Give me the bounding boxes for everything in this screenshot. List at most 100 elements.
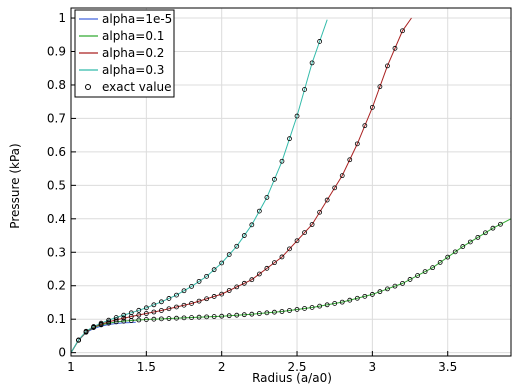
exact-value-marker: [106, 320, 112, 326]
exact-value-marker: [377, 289, 383, 295]
y-tick-label: 0.4: [47, 212, 66, 226]
exact-value-marker: [143, 311, 149, 316]
exact-value-marker: [400, 28, 405, 34]
x-axis-label: Radius (a/a0): [252, 371, 332, 385]
exact-value-marker: [241, 233, 247, 238]
exact-value-marker: [256, 208, 262, 214]
exact-value-marker: [317, 39, 323, 44]
y-axis-label: Pressure (kPa): [8, 143, 22, 228]
exact-value-marker: [369, 104, 375, 110]
exact-value-marker: [309, 222, 315, 227]
y-tick-label: 0.6: [47, 145, 66, 159]
exact-value-marker: [241, 280, 247, 286]
exact-value-marker: [136, 307, 142, 313]
exact-value-marker: [302, 306, 307, 311]
exact-value-marker: [385, 286, 390, 292]
x-tick-label: 3.5: [438, 360, 457, 374]
exact-value-marker: [204, 273, 210, 279]
exact-value-marker: [181, 302, 187, 308]
y-tick-label: 0.9: [47, 45, 66, 59]
exact-value-marker: [159, 316, 164, 322]
exact-value-marker: [294, 113, 300, 119]
exact-value-marker: [302, 87, 307, 92]
exact-value-marker: [159, 308, 164, 313]
exact-value-marker: [400, 280, 405, 286]
exact-value-marker: [174, 292, 179, 298]
plot-area-frame: [70, 7, 512, 357]
x-tick-label: 1.5: [137, 360, 156, 374]
exact-value-marker: [430, 265, 436, 271]
x-tick-label: 1: [67, 360, 75, 374]
grid: [70, 8, 511, 356]
exact-value-marker: [362, 123, 368, 129]
exact-value-marker: [151, 302, 157, 308]
y-tick-label: 0: [58, 346, 66, 360]
exact-value-marker: [482, 230, 488, 236]
exact-value-marker: [234, 284, 240, 290]
exact-value-marker: [256, 311, 262, 316]
exact-value-marker: [249, 277, 255, 283]
exact-value-marker: [128, 310, 134, 316]
legend: alpha=1e-5 alpha=0.1 alpha=0.2 alpha=0.3 exa…: [74, 9, 175, 98]
y-tick-label: 0.2: [47, 279, 66, 293]
exact-value-marker: [287, 246, 292, 252]
exact-value-marker: [264, 194, 270, 200]
exact-value-marker: [151, 309, 157, 315]
exact-value-marker: [339, 173, 345, 179]
y-tick-label: 0.7: [47, 111, 66, 125]
exact-value-marker: [189, 315, 194, 320]
exact-value-marker: [91, 324, 97, 329]
series-lines: [70, 17, 512, 353]
exact-value-marker: [211, 267, 217, 273]
exact-value-marker: [264, 310, 270, 316]
exact-value-marker: [106, 317, 112, 323]
exact-value-marker: [324, 302, 330, 308]
x-tick-label: 3: [369, 360, 377, 374]
exact-value-marker: [98, 320, 104, 326]
exact-value-marker: [392, 283, 398, 289]
exact-value-marker: [234, 243, 240, 249]
y-tick-label: 1: [58, 11, 66, 25]
exact-value-marker: [196, 278, 202, 284]
exact-value-marker: [211, 294, 217, 299]
exact-value-marker: [166, 306, 172, 312]
exact-value-marker: [354, 295, 360, 301]
exact-value-marker: [174, 304, 179, 310]
exact-value-markers: [76, 28, 503, 343]
legend-label-4: exact value: [102, 80, 172, 94]
series-line-1: [70, 218, 512, 353]
exact-value-marker: [279, 309, 285, 314]
legend-label-1: alpha=0.1: [102, 29, 164, 43]
legend-label-0: alpha=1e-5: [102, 12, 172, 26]
exact-value-marker: [279, 158, 285, 164]
exact-value-marker: [76, 337, 81, 343]
y-tick-label: 0.1: [47, 312, 66, 326]
exact-value-marker: [249, 222, 255, 228]
exact-value-marker: [106, 319, 112, 325]
x-tick-label: 2.5: [287, 360, 306, 374]
exact-value-marker: [317, 209, 323, 215]
exact-value-marker: [181, 315, 187, 321]
exact-value-marker: [377, 84, 383, 90]
exact-value-marker: [475, 234, 481, 240]
exact-value-marker: [332, 185, 338, 191]
y-tick-label: 0.3: [47, 245, 66, 259]
exact-value-marker: [264, 265, 270, 271]
exact-value-marker: [219, 313, 225, 319]
exact-value-marker: [189, 283, 194, 289]
exact-value-marker: [83, 328, 89, 334]
exact-value-marker: [226, 288, 232, 293]
exact-value-marker: [143, 317, 149, 322]
exact-value-marker: [347, 157, 353, 163]
y-tick-label: 0.5: [47, 178, 66, 192]
legend-label-2: alpha=0.2: [102, 46, 164, 60]
exact-value-marker: [166, 296, 172, 301]
exact-value-marker: [143, 305, 149, 311]
exact-value-marker: [392, 45, 398, 51]
exact-value-marker: [294, 238, 300, 244]
exact-value-marker: [189, 301, 194, 306]
exact-value-marker: [317, 303, 323, 309]
legend-label-3: alpha=0.3: [102, 63, 164, 77]
exact-value-marker: [272, 260, 277, 266]
